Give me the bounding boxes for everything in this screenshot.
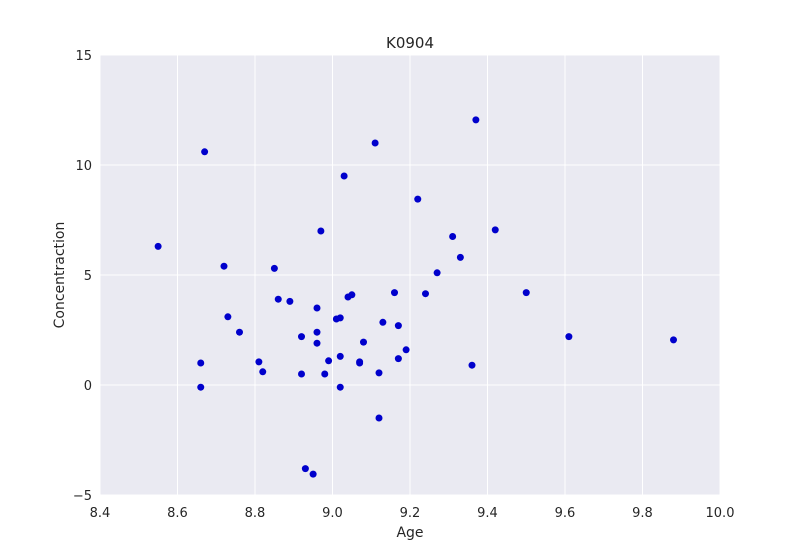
data-point	[255, 358, 263, 366]
y-tick-label: −5	[73, 489, 92, 504]
data-point	[336, 383, 344, 391]
y-axis-label: Concentraction	[52, 222, 68, 329]
data-point	[433, 269, 441, 277]
data-point	[375, 369, 383, 377]
x-tick-label: 8.6	[167, 506, 188, 521]
data-point	[340, 172, 348, 180]
x-tick-label: 8.4	[90, 506, 111, 521]
x-tick-label: 9.2	[400, 506, 421, 521]
y-tick-labels: −5 0 5 10 15	[73, 49, 92, 504]
data-point	[317, 227, 325, 235]
data-point	[325, 357, 333, 365]
x-tick-label: 8.8	[245, 506, 266, 521]
data-point	[375, 414, 383, 422]
data-point	[394, 355, 402, 363]
data-point	[491, 226, 499, 234]
x-tick-labels: 8.4 8.6 8.8 9.0 9.2 9.4 9.6 9.8 10.0	[90, 506, 735, 521]
x-tick-label: 9.8	[632, 506, 653, 521]
data-point	[220, 262, 228, 270]
data-point	[360, 338, 367, 346]
data-point	[309, 470, 317, 478]
data-points	[154, 116, 677, 478]
grid-lines	[99, 54, 721, 496]
x-tick-label: 9.6	[555, 506, 576, 521]
data-point	[197, 383, 205, 391]
data-point	[468, 361, 476, 369]
data-point	[472, 116, 480, 124]
y-tick-label: 0	[84, 379, 92, 394]
data-point	[301, 465, 309, 473]
data-point	[565, 333, 573, 341]
data-point	[270, 264, 278, 272]
x-axis-label: Age	[396, 525, 423, 541]
data-point	[422, 290, 429, 298]
y-tick-label: 15	[75, 49, 92, 64]
data-point	[286, 297, 294, 305]
data-point	[391, 289, 398, 297]
data-point	[236, 328, 243, 336]
data-point	[394, 322, 402, 330]
x-tick-label: 9.0	[322, 506, 343, 521]
data-point	[313, 339, 321, 347]
data-point	[456, 253, 464, 261]
data-point	[414, 195, 422, 203]
data-point	[670, 336, 677, 344]
data-point	[298, 370, 305, 378]
data-point	[197, 359, 205, 367]
data-point	[348, 291, 356, 299]
data-point	[224, 313, 232, 321]
y-tick-label: 10	[75, 159, 92, 174]
data-point	[321, 370, 329, 378]
data-point	[154, 242, 162, 250]
x-tick-label: 10.0	[706, 506, 735, 521]
data-point	[313, 304, 321, 312]
data-point	[402, 346, 410, 354]
data-point	[201, 148, 209, 156]
data-point	[336, 314, 344, 322]
data-point	[522, 289, 530, 297]
chart-title: K0904	[386, 34, 434, 52]
data-point	[449, 233, 457, 240]
data-point	[379, 318, 387, 326]
data-point	[356, 359, 364, 367]
x-tick-label: 9.4	[477, 506, 498, 521]
data-point	[313, 328, 321, 336]
data-point	[298, 333, 305, 341]
y-tick-label: 5	[84, 269, 92, 284]
data-point	[259, 368, 267, 376]
data-point	[336, 352, 344, 360]
data-point	[371, 139, 379, 147]
data-point	[274, 295, 282, 303]
